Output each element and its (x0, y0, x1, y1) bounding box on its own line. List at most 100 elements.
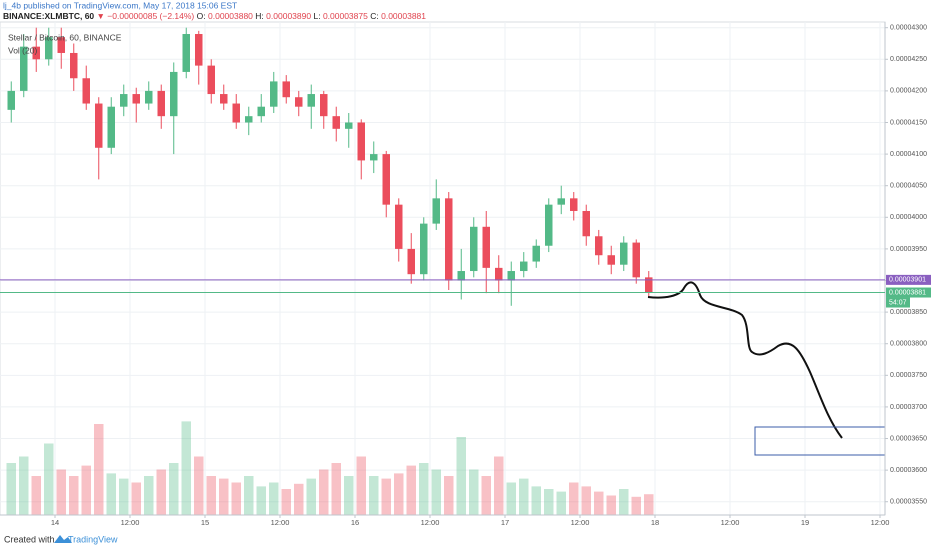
volume-bar (169, 463, 179, 515)
candle-body (482, 226, 490, 268)
candle-body (557, 198, 565, 205)
candle-body (520, 261, 528, 272)
candle-body (532, 245, 540, 262)
volume-bar (69, 476, 79, 515)
candle-body (632, 242, 640, 278)
candle-body (595, 236, 603, 256)
volume-bar (544, 489, 554, 515)
volume-bar (531, 486, 541, 515)
symbol: BINANCE:XLMBTC, 60 (3, 11, 94, 21)
footer: Created with TradingView (4, 534, 118, 544)
ohlc-label: H: (255, 11, 264, 21)
volume-bar (456, 437, 466, 515)
volume-bar (444, 476, 454, 515)
candle-body (220, 94, 228, 104)
drawn-projection (647, 281, 843, 439)
candle-body (120, 94, 128, 107)
candle-body (407, 248, 415, 275)
candle-body (207, 65, 215, 95)
y-tick-label: 0.00004050 (890, 183, 927, 190)
volume-bar (581, 486, 591, 515)
y-tick-label: 0.00004250 (890, 56, 927, 63)
volume-bar (644, 494, 654, 515)
candle-body (157, 90, 165, 117)
published: lj_4b published on TradingView.com, May … (3, 0, 237, 10)
footer-brand: TradingView (68, 534, 118, 544)
x-tick-label: 12:00 (421, 518, 440, 527)
price-label: 0.00003901 (889, 277, 926, 284)
volume-bar (6, 463, 16, 515)
candle-body (420, 223, 428, 275)
volume-bar (131, 482, 141, 515)
volume-bar (419, 463, 429, 515)
candle-body (282, 81, 290, 98)
volume-bar (269, 482, 279, 515)
candle-body (232, 103, 240, 123)
volume-bar (206, 476, 216, 515)
x-tick-label: 17 (501, 518, 509, 527)
candle-body (495, 267, 503, 281)
candle-body (332, 116, 340, 129)
volume-bar (156, 469, 166, 515)
price-label-bg (886, 274, 931, 285)
countdown-bg (886, 297, 910, 308)
candle-body (132, 94, 140, 104)
volume-bar (394, 473, 404, 515)
x-tick-label: 12:00 (871, 518, 890, 527)
ohlc-value: 0.00003890 (266, 11, 311, 21)
y-tick-label: 0.00003800 (890, 341, 927, 348)
x-tick-label: 12:00 (571, 518, 590, 527)
volume-bar (631, 496, 641, 515)
candle-body (145, 90, 153, 104)
candle-body (382, 154, 390, 205)
y-tick-label: 0.00004100 (890, 151, 927, 158)
y-tick-label: 0.00003950 (890, 246, 927, 253)
volume-bar (619, 489, 629, 515)
y-tick-label: 0.00003750 (890, 372, 927, 379)
candle-body (395, 204, 403, 249)
candle-body (370, 154, 378, 161)
price-label-bg (886, 287, 931, 298)
candle-body (545, 204, 553, 246)
candle-body (345, 122, 353, 129)
candle-body (645, 277, 653, 293)
candle-body (245, 116, 253, 123)
volume-legend: Vol (20) (8, 45, 37, 55)
y-tick-label: 0.00004300 (890, 25, 927, 32)
y-tick-label: 0.00003600 (890, 467, 927, 474)
axes: 0.00004300 0.00004250 0.00004200 0.00004150… (0, 22, 932, 527)
ohlc-value: 0.00003880 (208, 11, 253, 21)
legend-title: Stellar / Bitcoin, 60, BINANCE (8, 32, 122, 42)
volume-bar (594, 491, 604, 515)
ohlc-label: C: (370, 11, 379, 21)
ohlc-value: 0.00003881 (381, 11, 426, 21)
volume-bar (556, 491, 566, 515)
volume-bar (281, 489, 291, 515)
x-tick-label: 12:00 (721, 518, 740, 527)
candle-body (457, 271, 465, 281)
candle-body (570, 198, 578, 211)
candle-body (7, 90, 15, 110)
candle-body (307, 94, 315, 107)
y-tick-label: 0.00003700 (890, 404, 927, 411)
candle-body (195, 34, 203, 66)
x-tick-label: 12:00 (121, 518, 140, 527)
volume-bar (481, 476, 491, 515)
x-tick-label: 14 (51, 518, 59, 527)
candle-body (45, 37, 53, 60)
price-label: 0.00003881 (889, 289, 926, 296)
volume-bar (506, 482, 516, 515)
volume (6, 421, 654, 515)
candles (7, 27, 653, 306)
candle-body (470, 226, 478, 272)
x-tick-label: 16 (351, 518, 359, 527)
y-tick-label: 0.00003550 (890, 499, 927, 506)
volume-bar (381, 478, 391, 515)
candle-body (20, 46, 28, 91)
volume-bar (406, 465, 416, 515)
volume-bar (256, 486, 266, 515)
volume-bar (181, 421, 191, 515)
candle-body (445, 198, 453, 281)
